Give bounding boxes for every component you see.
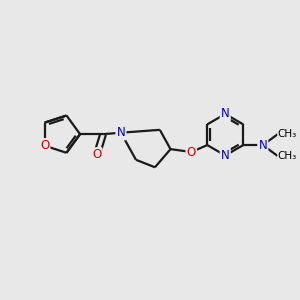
Text: N: N [221,149,230,162]
Text: N: N [221,107,230,121]
Text: O: O [187,146,196,158]
Text: N: N [258,139,267,152]
Text: O: O [40,139,49,152]
Text: CH₃: CH₃ [278,129,297,139]
Text: N: N [117,126,125,139]
Text: CH₃: CH₃ [278,151,297,161]
Text: O: O [92,148,101,161]
